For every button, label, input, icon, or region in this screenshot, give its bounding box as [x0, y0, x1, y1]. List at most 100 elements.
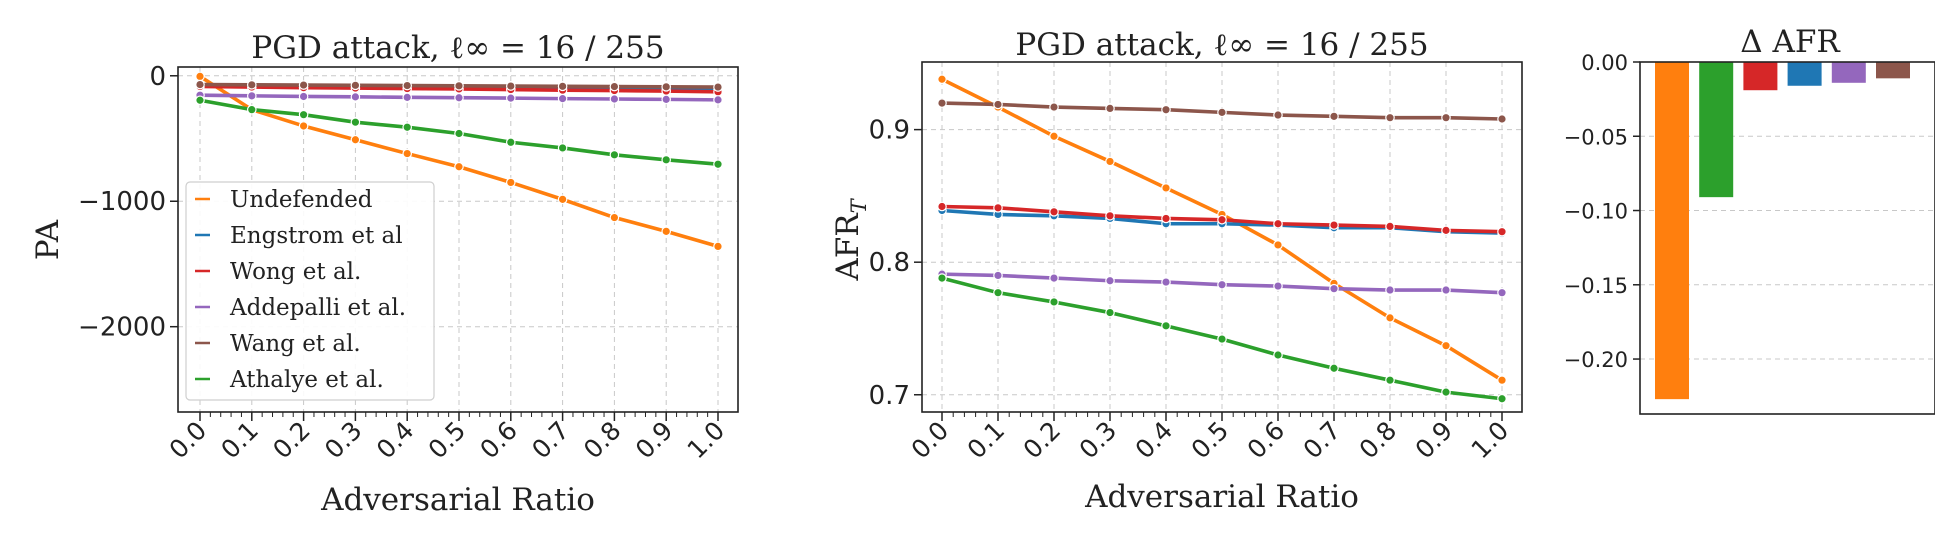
y-axis-label: AFRT [830, 197, 871, 281]
data-point [1273, 350, 1283, 360]
data-point [247, 80, 257, 90]
data-point [937, 74, 947, 85]
data-point [1497, 375, 1507, 385]
legend-item: Addepalli et al. [195, 295, 406, 321]
data-point [454, 92, 464, 103]
legend-item: Athalye et al. [195, 367, 384, 393]
data-point [713, 82, 723, 92]
legend-label: Wong et al. [230, 259, 361, 285]
bar [1743, 62, 1778, 91]
y-axis-label: PA [30, 219, 66, 260]
data-point [609, 81, 620, 92]
chart-delta-afr: 0.00 −0.05 −0.10 −0.15 −0.20 Δ AFR [1564, 24, 1935, 415]
data-point [1105, 275, 1115, 286]
x-tick-label: 0.5 [1186, 416, 1235, 465]
data-point [1441, 112, 1451, 123]
y-tick-label: 0.7 [869, 381, 910, 411]
x-tick-label: 0.7 [1298, 416, 1347, 465]
legend-label: Athalye et al. [229, 367, 384, 393]
data-point [298, 91, 309, 102]
data-point [1497, 226, 1507, 237]
y-tick-label: −0.15 [1564, 274, 1628, 298]
data-point [557, 81, 568, 92]
bar [1831, 62, 1866, 83]
legend: Undefended Engstrom et al Wong et al. Addep… [185, 181, 435, 401]
x-tick-label: 0.0 [906, 416, 955, 465]
x-tick-label: 0.8 [578, 416, 627, 465]
data-point [1273, 110, 1283, 120]
data-point [937, 201, 947, 212]
data-point [1329, 220, 1339, 230]
data-point [1049, 131, 1059, 142]
data-point [993, 203, 1003, 213]
data-point [1329, 111, 1339, 122]
x-tick-label: 0.3 [1074, 416, 1123, 465]
data-point [1161, 213, 1171, 224]
plot-frame [177, 66, 739, 413]
y-tick-label: −0.20 [1564, 348, 1628, 372]
data-point [1385, 375, 1395, 385]
data-point [1161, 321, 1171, 331]
data-point [1161, 183, 1171, 193]
bar [1655, 62, 1689, 400]
data-point [713, 241, 723, 252]
bar [1699, 62, 1734, 198]
x-tick-label: 0.5 [423, 416, 472, 465]
y-axis-label-sub: T [847, 197, 871, 213]
data-point [1385, 221, 1395, 232]
data-point [454, 161, 464, 172]
data-point [557, 93, 568, 104]
data-point [1441, 340, 1451, 351]
data-point [350, 117, 361, 127]
data-point [454, 81, 464, 91]
y-tick-label: −2000 [78, 313, 166, 343]
y-tick-label: −0.05 [1564, 125, 1628, 149]
data-point [195, 71, 205, 82]
data-point [713, 159, 723, 170]
data-point [195, 95, 205, 106]
data-point [298, 80, 309, 90]
data-point [1105, 210, 1115, 221]
chart-afr: 0.0 0.1 0.2 0.3 0.4 0.5 0.6 0.7 0.8 0.9 1.00.70.80… [830, 27, 1523, 515]
bar [1787, 62, 1822, 86]
x-tick-label: 0.9 [630, 416, 679, 465]
data-point [937, 98, 947, 108]
data-point [1217, 279, 1227, 290]
x-tick-label: 0.3 [319, 416, 368, 465]
x-tick-label: 0.8 [1354, 416, 1403, 465]
data-point [609, 150, 620, 160]
data-point [350, 134, 361, 145]
data-point [402, 122, 412, 133]
data-point [505, 93, 516, 103]
x-tick-label: 1.0 [1466, 416, 1515, 465]
series-addepalli-et-al- [195, 90, 723, 105]
data-point [993, 270, 1003, 281]
data-point [1329, 363, 1339, 374]
x-tick-label: 0.6 [1242, 416, 1291, 465]
y-tick-label: −1000 [78, 187, 166, 217]
data-point [661, 94, 671, 105]
x-tick-label: 0.4 [1130, 416, 1179, 465]
data-point [661, 82, 671, 92]
y-tick-label: 0.9 [869, 116, 910, 146]
legend-label: Addepalli et al. [229, 295, 406, 321]
x-tick-label: 0.2 [1018, 416, 1067, 465]
data-point [937, 273, 947, 283]
series-line-3 [937, 269, 1507, 298]
data-point [350, 80, 361, 91]
x-axis-label: Adversarial Ratio [320, 482, 595, 518]
legend-label: Undefended [230, 187, 373, 213]
y-tick-label: 0.8 [869, 248, 910, 278]
series-line-4 [937, 98, 1507, 124]
data-point [505, 177, 516, 188]
data-point [1497, 114, 1507, 124]
data-point [557, 143, 568, 153]
series-line-0 [937, 74, 1507, 385]
data-point [454, 128, 464, 139]
data-point [505, 81, 516, 91]
series-line-2 [937, 201, 1507, 237]
data-point [1049, 273, 1059, 283]
data-point [1385, 285, 1395, 295]
data-point [1497, 287, 1507, 298]
